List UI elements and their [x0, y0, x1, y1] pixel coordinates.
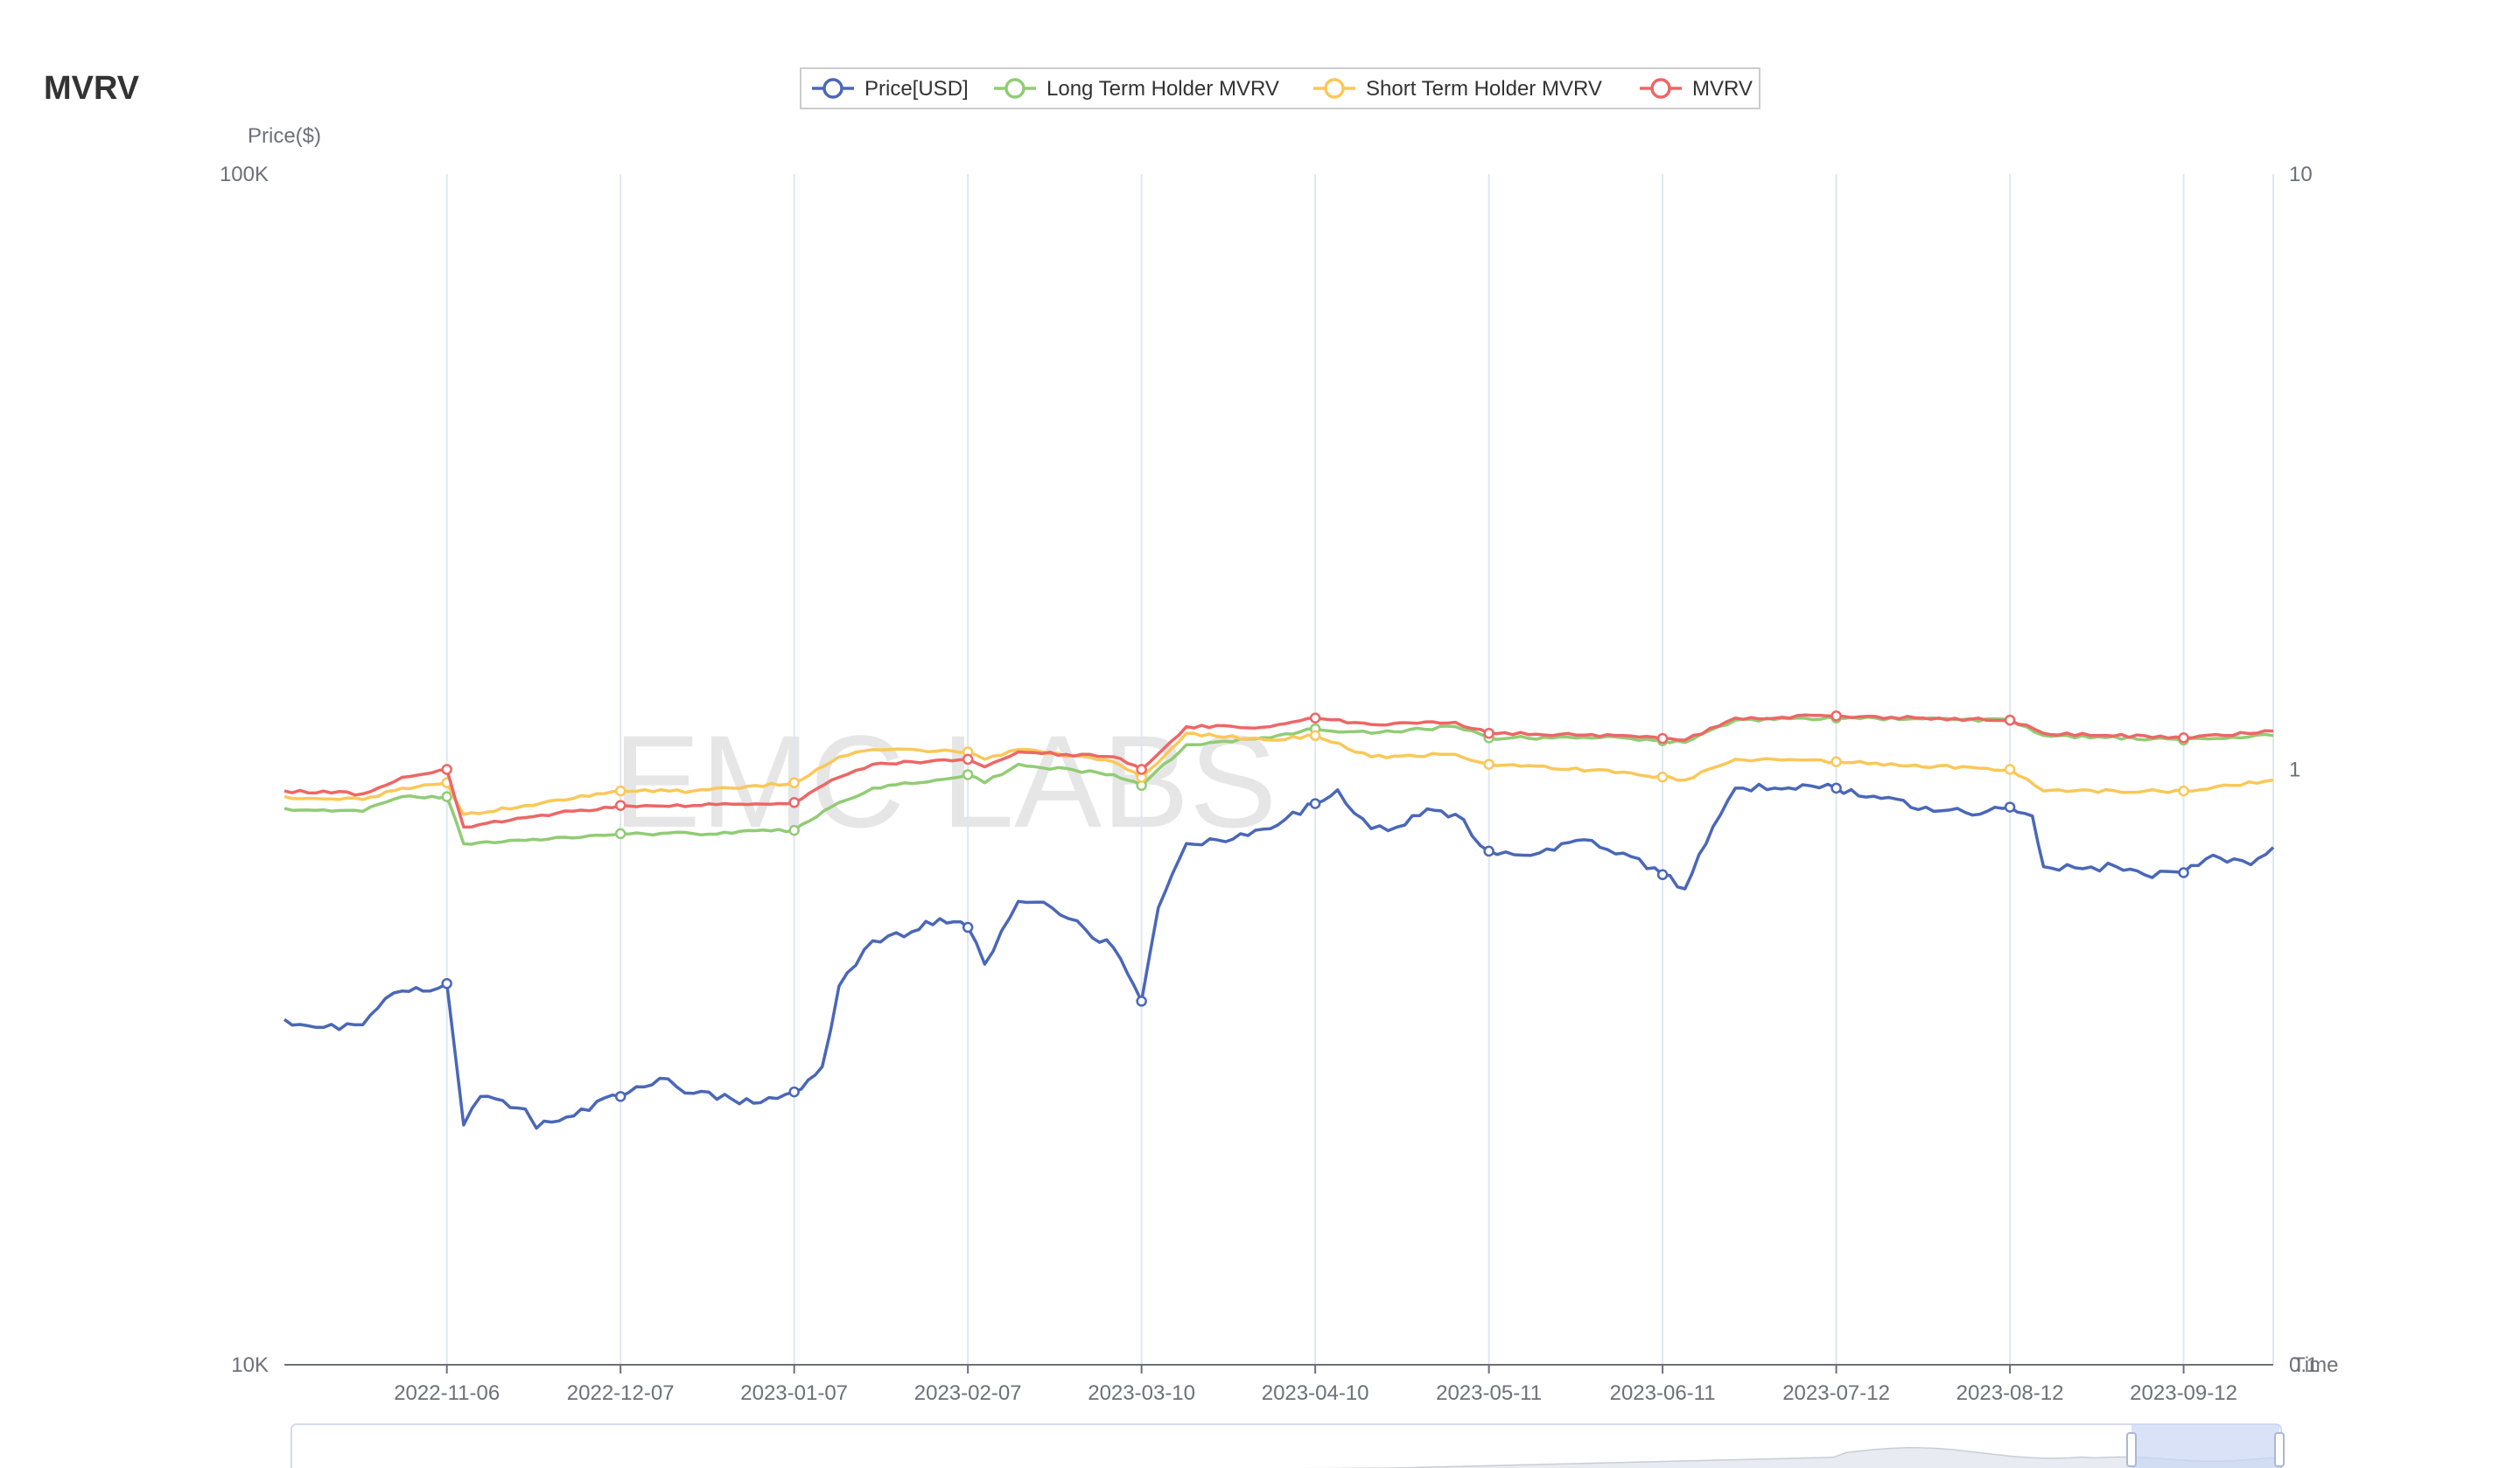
series-marker[interactable]: [1136, 764, 1147, 775]
series-marker[interactable]: [1656, 869, 1669, 881]
series-marker[interactable]: [788, 1086, 800, 1098]
x-axis-name: Time: [2292, 1353, 2338, 1377]
series-marker[interactable]: [1830, 710, 1842, 722]
series-marker[interactable]: [614, 800, 626, 811]
legend-box: [800, 67, 1760, 109]
series-marker[interactable]: [1136, 996, 1147, 1007]
x-tick-label: 2023-01-07: [740, 1381, 848, 1405]
legend-item-label[interactable]: Long Term Holder MVRV: [1046, 77, 1279, 101]
x-tick-label: 2023-03-10: [1088, 1381, 1195, 1405]
series-marker[interactable]: [788, 797, 800, 808]
series-marker[interactable]: [962, 921, 974, 933]
series-marker[interactable]: [1830, 756, 1842, 768]
chart-legend[interactable]: Price[USD] Long Term Holder MVRV Short Ter…: [800, 67, 1760, 109]
zoom-handle-right[interactable]: [2274, 1432, 2285, 1467]
chart-title: MVRV: [44, 70, 140, 107]
series-marker[interactable]: [441, 764, 452, 775]
series-marker[interactable]: [441, 791, 452, 802]
y-right-tick-label: 1: [2289, 758, 2300, 782]
series-marker[interactable]: [1483, 845, 1494, 857]
legend-item-label[interactable]: Price[USD]: [864, 77, 969, 101]
series-marker[interactable]: [788, 777, 800, 788]
legend-swatch-marker[interactable]: [1650, 78, 1671, 99]
series-marker[interactable]: [2004, 801, 2016, 813]
y-right-tick-label: 0.1: [2289, 1353, 2318, 1377]
y-left-tick-label: 100K: [220, 163, 269, 186]
series-marker[interactable]: [1309, 730, 1321, 742]
y-left-tick-label: 10K: [231, 1353, 269, 1377]
legend-item-label[interactable]: Short Term Holder MVRV: [1366, 77, 1602, 101]
series-marker[interactable]: [2004, 714, 2016, 726]
series-layer: [283, 710, 2275, 1130]
y-right-tick-label: 10: [2289, 163, 2313, 186]
x-tick-label: 2023-04-10: [1262, 1381, 1369, 1405]
series-line-3: [284, 713, 2274, 829]
x-tick-label: 2023-05-11: [1436, 1381, 1542, 1405]
series-marker[interactable]: [1656, 732, 1669, 744]
series-marker[interactable]: [2178, 785, 2189, 797]
series-line-0: [283, 782, 2275, 1130]
series-marker[interactable]: [614, 1091, 626, 1102]
x-tick-label: 2022-12-07: [567, 1381, 675, 1405]
data-zoom-slider[interactable]: [290, 1423, 2285, 1468]
x-tick-label: 2023-02-07: [914, 1381, 1022, 1405]
y-left-axis-name: Price($): [248, 124, 321, 148]
series-marker[interactable]: [2004, 764, 2016, 775]
legend-swatch-marker[interactable]: [822, 78, 844, 99]
series-marker[interactable]: [1309, 712, 1321, 724]
series-marker[interactable]: [1483, 727, 1494, 739]
series-marker[interactable]: [1830, 782, 1842, 794]
legend-item-label[interactable]: MVRV: [1692, 77, 1753, 101]
chart-axes: 2022-11-06 2022-12-07 2023-01-07 2023-02-07…: [220, 124, 2339, 1405]
series-marker[interactable]: [1309, 798, 1321, 809]
x-tick-label: 2023-07-12: [1782, 1381, 1890, 1405]
series-marker[interactable]: [441, 978, 452, 989]
legend-swatch-marker[interactable]: [1324, 78, 1345, 99]
x-tick-label: 2023-09-12: [2130, 1381, 2237, 1405]
series-marker[interactable]: [2178, 867, 2189, 878]
zoom-selected-window[interactable]: [2132, 1424, 2279, 1468]
series-marker[interactable]: [962, 769, 974, 780]
series-marker[interactable]: [1656, 772, 1669, 783]
watermark-text: EMC LABS: [613, 708, 1278, 855]
series-line-2: [284, 731, 2274, 816]
series-marker[interactable]: [614, 828, 626, 840]
series-marker[interactable]: [2178, 732, 2189, 744]
series-marker[interactable]: [1483, 758, 1494, 770]
x-tick-label: 2023-08-12: [1956, 1381, 2064, 1405]
legend-swatch-marker[interactable]: [1004, 78, 1026, 99]
x-tick-label: 2023-06-11: [1610, 1381, 1716, 1405]
zoom-overview-area: [1292, 1447, 2282, 1468]
zoom-handle-left[interactable]: [2126, 1432, 2137, 1467]
series-marker[interactable]: [962, 753, 974, 765]
series-marker[interactable]: [788, 824, 800, 836]
series-marker[interactable]: [614, 785, 626, 797]
x-tick-label: 2022-11-06: [394, 1381, 500, 1405]
